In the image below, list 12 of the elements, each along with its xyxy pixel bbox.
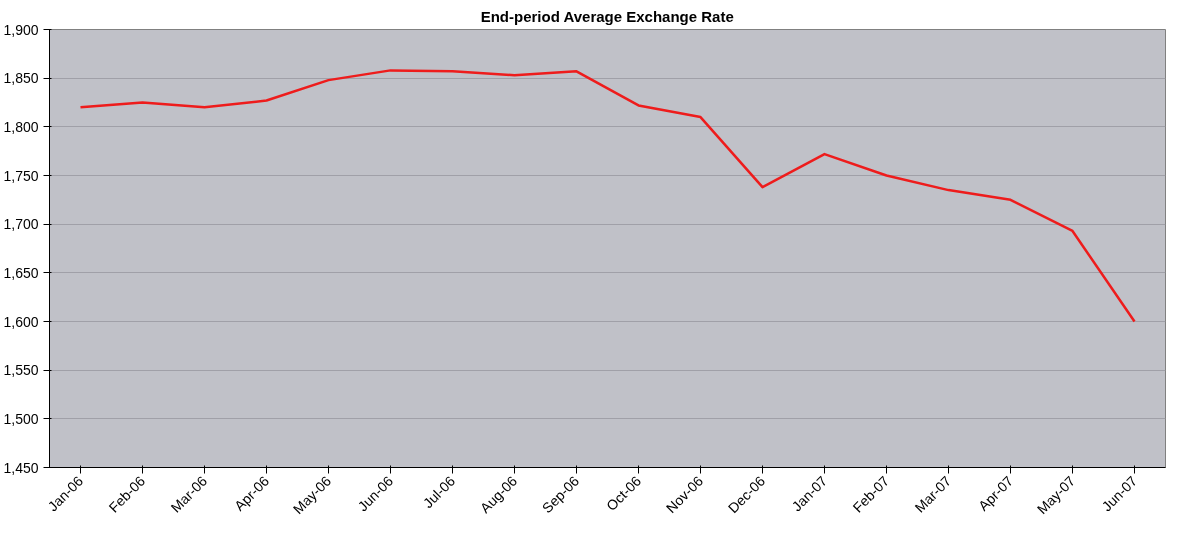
y-tick-label: 1,450 <box>3 459 39 476</box>
y-tick-label: 1,750 <box>3 167 39 184</box>
y-tick-label: 1,900 <box>3 21 39 38</box>
y-tick-label: 1,700 <box>3 216 39 233</box>
chart-title: End-period Average Exchange Rate <box>480 7 734 25</box>
y-tick-label: 1,600 <box>3 313 39 330</box>
y-tick-label: 1,800 <box>3 118 39 135</box>
y-tick-label: 1,850 <box>3 70 39 87</box>
line-series <box>79 69 1136 323</box>
y-tick-label: 1,500 <box>3 410 39 427</box>
y-tick-label: 1,650 <box>3 264 39 281</box>
y-tick-label: 1,550 <box>3 362 39 379</box>
